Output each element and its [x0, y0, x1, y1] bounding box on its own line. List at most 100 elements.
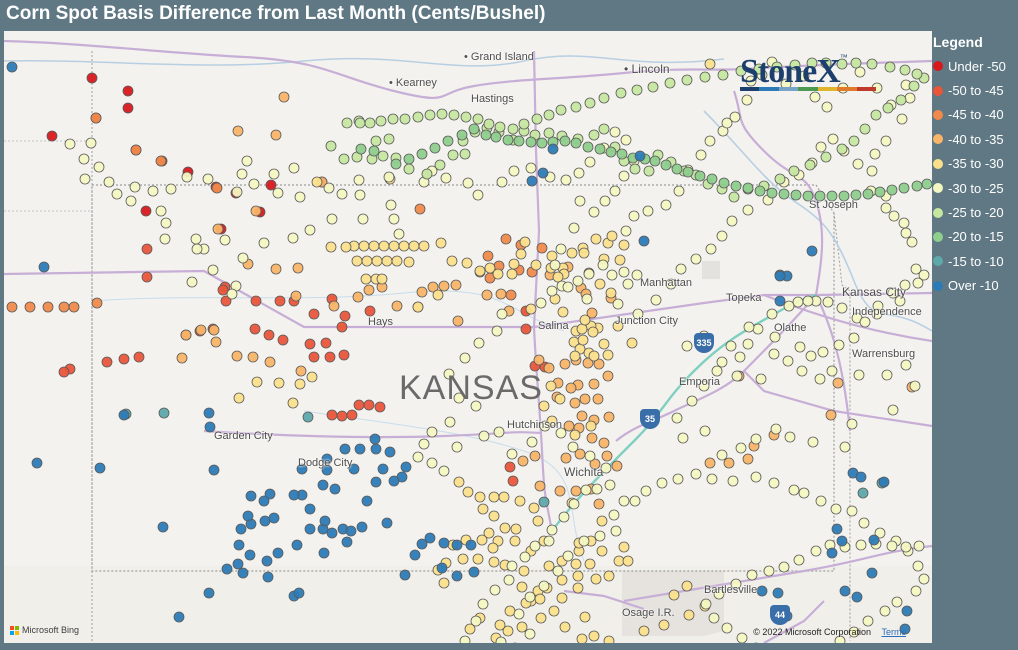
basis-point[interactable]: [660, 159, 672, 171]
legend-item[interactable]: -40 to -35: [933, 127, 1017, 151]
basis-point[interactable]: [711, 365, 723, 377]
basis-point[interactable]: [508, 165, 520, 177]
basis-point[interactable]: [586, 307, 598, 319]
basis-point[interactable]: [598, 338, 610, 350]
basis-point[interactable]: [750, 471, 762, 483]
basis-point[interactable]: [626, 337, 638, 349]
basis-point[interactable]: [155, 155, 167, 167]
basis-point[interactable]: [547, 143, 559, 155]
basis-point[interactable]: [91, 297, 103, 309]
basis-point[interactable]: [264, 356, 276, 368]
basis-point[interactable]: [833, 339, 845, 351]
basis-point[interactable]: [879, 605, 891, 617]
basis-point[interactable]: [805, 350, 817, 362]
basis-point[interactable]: [381, 517, 393, 529]
basis-point[interactable]: [519, 551, 531, 563]
basis-point[interactable]: [308, 351, 320, 363]
basis-point[interactable]: [412, 301, 424, 313]
basis-point[interactable]: [888, 210, 900, 222]
basis-point[interactable]: [453, 392, 465, 404]
basis-point[interactable]: [918, 573, 930, 585]
basis-point[interactable]: [898, 217, 910, 229]
basis-point[interactable]: [584, 156, 596, 168]
basis-point[interactable]: [388, 240, 400, 252]
basis-point[interactable]: [456, 129, 468, 141]
basis-point[interactable]: [388, 213, 400, 225]
basis-point[interactable]: [459, 352, 471, 364]
basis-point[interactable]: [815, 141, 827, 153]
basis-point[interactable]: [42, 301, 54, 313]
basis-point[interactable]: [130, 144, 142, 156]
basis-point[interactable]: [111, 188, 123, 200]
basis-point[interactable]: [814, 373, 826, 385]
basis-point[interactable]: [140, 205, 152, 217]
basis-point[interactable]: [440, 172, 452, 184]
basis-point[interactable]: [855, 471, 867, 483]
basis-point[interactable]: [831, 523, 843, 535]
basis-point[interactable]: [788, 484, 800, 496]
basis-point[interactable]: [129, 181, 141, 193]
basis-point[interactable]: [846, 418, 858, 430]
basis-point[interactable]: [294, 191, 306, 203]
basis-point[interactable]: [325, 140, 337, 152]
basis-point[interactable]: [399, 113, 411, 125]
basis-point[interactable]: [695, 149, 707, 161]
basis-point[interactable]: [706, 473, 718, 485]
basis-point[interactable]: [341, 536, 353, 548]
basis-point[interactable]: [85, 137, 97, 149]
basis-point[interactable]: [911, 68, 923, 80]
basis-point[interactable]: [656, 477, 668, 489]
basis-point[interactable]: [526, 436, 538, 448]
basis-point[interactable]: [570, 101, 582, 113]
basis-point[interactable]: [590, 573, 602, 585]
basis-point[interactable]: [472, 189, 484, 201]
basis-point[interactable]: [219, 234, 231, 246]
basis-point[interactable]: [378, 240, 390, 252]
basis-point[interactable]: [743, 321, 755, 333]
basis-point[interactable]: [704, 135, 716, 147]
basis-point[interactable]: [502, 134, 514, 146]
basis-point[interactable]: [499, 522, 511, 534]
legend-item[interactable]: -25 to -20: [933, 200, 1017, 224]
basis-point[interactable]: [704, 457, 716, 469]
basis-point[interactable]: [753, 63, 765, 75]
basis-point[interactable]: [505, 289, 517, 301]
basis-point[interactable]: [532, 515, 544, 527]
basis-point[interactable]: [538, 400, 550, 412]
basis-point[interactable]: [566, 247, 578, 259]
basis-point[interactable]: [913, 540, 925, 552]
basis-point[interactable]: [502, 625, 514, 637]
basis-point[interactable]: [460, 111, 472, 123]
basis-point[interactable]: [251, 376, 263, 388]
basis-point[interactable]: [494, 619, 506, 631]
basis-point[interactable]: [855, 539, 867, 551]
basis-point[interactable]: [388, 475, 400, 487]
basis-point[interactable]: [592, 393, 604, 405]
basis-point[interactable]: [118, 409, 130, 421]
basis-point[interactable]: [850, 189, 862, 201]
basis-point[interactable]: [555, 104, 567, 116]
basis-point[interactable]: [726, 215, 738, 227]
basis-point[interactable]: [628, 210, 640, 222]
basis-point[interactable]: [658, 619, 670, 631]
basis-point[interactable]: [173, 611, 185, 623]
basis-point[interactable]: [601, 450, 613, 462]
basis-point[interactable]: [810, 545, 822, 557]
basis-point[interactable]: [273, 377, 285, 389]
basis-point[interactable]: [226, 288, 238, 300]
basis-point[interactable]: [742, 182, 754, 194]
legend-item[interactable]: Over -10: [933, 274, 1017, 298]
basis-point[interactable]: [519, 236, 531, 248]
basis-point[interactable]: [742, 204, 754, 216]
basis-point[interactable]: [746, 569, 758, 581]
basis-point[interactable]: [568, 498, 580, 510]
basis-point[interactable]: [587, 326, 599, 338]
basis-point[interactable]: [911, 180, 923, 192]
basis-point[interactable]: [525, 136, 537, 148]
basis-point[interactable]: [681, 74, 693, 86]
basis-point[interactable]: [384, 446, 396, 458]
basis-point[interactable]: [750, 433, 762, 445]
basis-point[interactable]: [622, 278, 634, 290]
basis-point[interactable]: [483, 527, 495, 539]
basis-point[interactable]: [133, 351, 145, 363]
